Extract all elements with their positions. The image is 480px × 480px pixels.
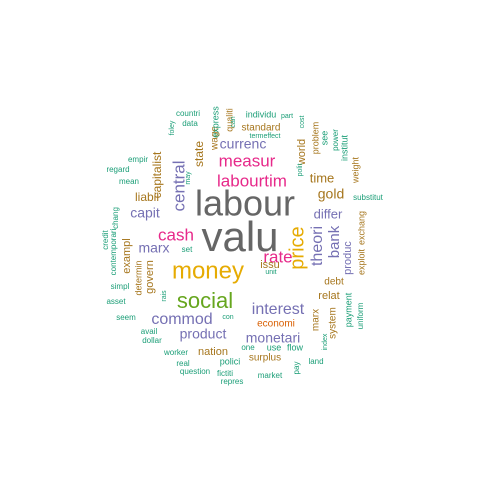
word-regard: regard	[106, 165, 129, 174]
word-seem: seem	[116, 313, 136, 322]
word-produc: produc	[342, 241, 354, 275]
word-avail: avail	[141, 327, 158, 336]
word-theori: theori	[309, 226, 326, 266]
word-measur: measur	[219, 151, 276, 170]
word-debt: debt	[324, 277, 344, 288]
word-one: one	[241, 343, 255, 352]
word-can: can	[230, 116, 237, 127]
word-fictiti: fictiti	[217, 369, 233, 378]
word-labour: labour	[195, 183, 295, 224]
word-flow: flow	[287, 342, 304, 352]
word-index: index	[322, 333, 329, 350]
word-repres: repres	[221, 377, 244, 386]
word-land: land	[308, 357, 323, 366]
word-unit: unit	[265, 269, 276, 276]
word-dollar: dollar	[142, 336, 162, 345]
word-exampl: exampl	[121, 238, 133, 273]
word-foley: foley	[169, 120, 176, 135]
word-labourtim: labourtim	[217, 171, 287, 190]
word-interest: interest	[252, 301, 305, 318]
word-asset: asset	[106, 297, 126, 306]
word-cost: cost	[299, 116, 306, 129]
word-determin: determin	[133, 260, 143, 295]
word-monetari: monetari	[246, 330, 300, 346]
word-world: world	[296, 139, 308, 166]
word-pay: pay	[292, 362, 301, 375]
word-use: use	[267, 342, 282, 352]
word-govern: govern	[144, 260, 156, 294]
word-empir: empir	[128, 155, 148, 164]
word-exploit: exploit	[356, 248, 366, 275]
word-bank: bank	[326, 225, 343, 258]
word-chang: chang	[111, 207, 120, 229]
word-price: price	[286, 226, 308, 269]
word-power: power	[331, 129, 340, 151]
word-liabil: liabil	[135, 190, 159, 204]
word-differ: differ	[314, 206, 343, 221]
word-real: real	[176, 359, 190, 368]
word-countri: countri	[176, 109, 200, 118]
word-social: social	[177, 288, 233, 313]
word-qualiti: qualiti	[224, 108, 234, 132]
word-surplus: surplus	[249, 353, 281, 364]
word-state: state	[192, 141, 206, 167]
word-weight: weight	[350, 156, 360, 184]
word-central: central	[169, 160, 188, 211]
word-valu: valu	[201, 213, 278, 260]
word-institut: institut	[339, 134, 349, 161]
word-part: part	[281, 113, 293, 120]
word-problem: problem	[310, 122, 320, 155]
word-may: may	[185, 171, 192, 185]
word-simpl: simpl	[111, 282, 130, 291]
word-marx: marx	[311, 309, 322, 331]
word-currenc: currenc	[220, 136, 267, 152]
word-rate: rate	[263, 247, 292, 266]
word-polici: polici	[220, 356, 241, 366]
word-credit: credit	[101, 229, 110, 249]
word-system: system	[328, 307, 339, 339]
word-economi: economi	[257, 319, 295, 330]
word-payment: payment	[343, 292, 353, 327]
word-worker: worker	[163, 348, 188, 357]
word-see: see	[319, 131, 329, 146]
word-time: time	[310, 170, 335, 185]
word-termeffect: termeffect	[250, 133, 281, 140]
word-issu: issu	[260, 259, 280, 271]
word-data: data	[182, 119, 198, 128]
word-exchang: exchang	[356, 211, 366, 245]
word-market: market	[258, 371, 283, 380]
word-uniform: uniform	[356, 302, 365, 329]
word-cash: cash	[158, 225, 194, 244]
word-relat: relat	[318, 290, 339, 302]
word-nation: nation	[198, 346, 228, 358]
word-rais: rais	[161, 290, 168, 302]
word-product: product	[180, 326, 227, 342]
word-standard: standard	[242, 123, 281, 134]
word-individu: individu	[246, 109, 277, 119]
word-marx: marx	[138, 240, 169, 256]
word-capitalist: capitalist	[150, 151, 164, 198]
word-express: express	[210, 106, 220, 138]
word-polit: polit	[297, 164, 304, 177]
word-question: question	[180, 367, 210, 376]
word-money: money	[172, 257, 244, 284]
word-commod: commod	[151, 311, 212, 328]
word-contemporari: contemporari	[109, 228, 118, 275]
word-gold: gold	[318, 186, 344, 202]
word-set: set	[182, 245, 193, 254]
word-substitut: substitut	[353, 193, 384, 202]
word-capit: capit	[130, 205, 160, 221]
word-mean: mean	[119, 177, 139, 186]
word-con: con	[222, 314, 233, 321]
word-wage: wage	[210, 126, 221, 151]
